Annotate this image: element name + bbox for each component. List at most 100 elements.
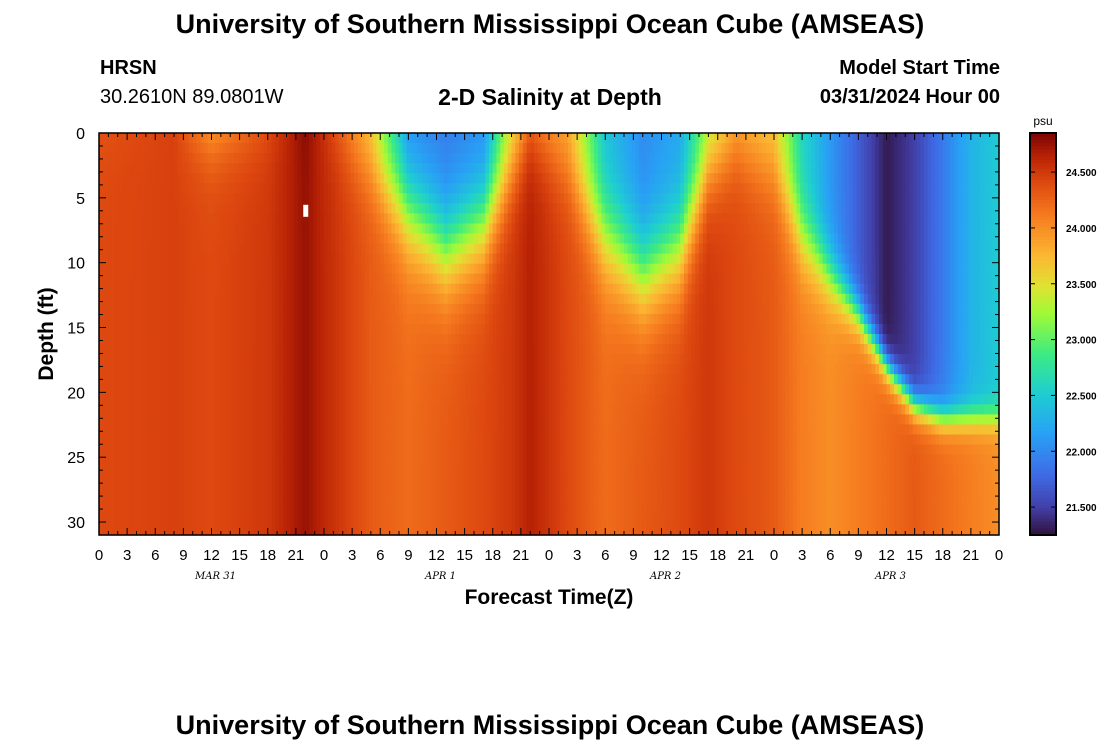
heatmap-cell <box>699 193 704 204</box>
heatmap-cell <box>380 203 385 214</box>
heatmap-cell <box>256 293 261 305</box>
heatmap-cell <box>200 243 205 255</box>
heatmap-cell <box>729 334 734 345</box>
heatmap-cell <box>462 183 468 194</box>
heatmap-cell <box>852 323 858 335</box>
heatmap-cell <box>616 233 621 245</box>
heatmap-cell <box>301 143 306 154</box>
heatmap-cell <box>811 303 816 315</box>
heatmap-cell <box>605 293 610 305</box>
heatmap-cell <box>129 323 134 335</box>
heatmap-cell <box>102 153 108 164</box>
heatmap-cell <box>196 223 201 235</box>
heatmap-cell <box>695 233 700 245</box>
heatmap-cell <box>395 253 400 265</box>
heatmap-cell <box>530 313 535 325</box>
heatmap-cell <box>155 213 160 225</box>
heatmap-cell <box>841 223 846 235</box>
heatmap-cell <box>129 283 134 295</box>
heatmap-cell <box>252 303 258 315</box>
heatmap-cell <box>867 283 873 295</box>
heatmap-cell <box>372 313 378 325</box>
heatmap-cell <box>99 253 104 265</box>
heatmap-cell <box>845 193 850 204</box>
heatmap-cell <box>357 334 363 345</box>
heatmap-cell <box>826 213 831 225</box>
heatmap-cell <box>901 223 906 235</box>
heatmap-cell <box>965 253 970 265</box>
heatmap-cell <box>672 243 678 255</box>
heatmap-cell <box>594 273 599 285</box>
heatmap-cell <box>620 153 625 164</box>
heatmap-cell <box>961 283 966 295</box>
heatmap-cell <box>174 253 179 265</box>
heatmap-cell <box>796 153 801 164</box>
heatmap-cell <box>800 313 805 325</box>
heatmap-cell <box>541 163 546 174</box>
heatmap-cell <box>931 223 936 235</box>
heatmap-cell <box>395 143 400 154</box>
heatmap-cell <box>519 193 524 204</box>
heatmap-cell <box>511 313 516 325</box>
heatmap-cell <box>676 293 681 305</box>
heatmap-cell <box>980 283 985 295</box>
heatmap-cell <box>151 293 156 305</box>
heatmap-cell <box>140 233 145 245</box>
heatmap-cell <box>376 253 381 265</box>
heatmap-cell <box>699 133 704 144</box>
heatmap-cell <box>271 173 276 184</box>
heatmap-cell <box>864 293 869 305</box>
heatmap-cell <box>672 183 678 194</box>
heatmap-cell <box>657 213 663 225</box>
heatmap-cell <box>282 183 288 194</box>
heatmap-cell <box>324 263 329 275</box>
heatmap-cell <box>421 193 426 204</box>
heatmap-cell <box>462 303 468 315</box>
heatmap-cell <box>770 273 775 285</box>
heatmap-cell <box>924 263 929 275</box>
heatmap-cell <box>136 223 141 235</box>
heatmap-cell <box>830 293 835 305</box>
heatmap-cell <box>920 183 925 194</box>
heatmap-cell <box>241 293 246 305</box>
heatmap-cell <box>335 313 340 325</box>
heatmap-cell <box>260 323 265 335</box>
heatmap-cell <box>965 263 970 275</box>
heatmap-cell <box>807 183 813 194</box>
heatmap-cell <box>571 313 576 325</box>
heatmap-cell <box>657 263 663 275</box>
heatmap-cell <box>714 213 719 225</box>
heatmap-cell <box>661 193 666 204</box>
heatmap-cell <box>744 283 749 295</box>
heatmap-cell <box>624 183 629 194</box>
heatmap-cell <box>969 283 974 295</box>
heatmap-cell <box>819 313 824 325</box>
heatmap-cell <box>905 313 910 325</box>
heatmap-cell <box>864 233 869 245</box>
heatmap-cell <box>661 223 666 235</box>
heatmap-cell <box>451 143 456 154</box>
heatmap-cell <box>211 223 216 235</box>
heatmap-cell <box>882 223 888 235</box>
heatmap-cell <box>912 173 918 184</box>
heatmap-cell <box>252 153 258 164</box>
heatmap-cell <box>414 223 419 235</box>
heatmap-cell <box>751 133 756 144</box>
heatmap-cell <box>297 223 303 235</box>
heatmap-cell <box>264 273 269 285</box>
heatmap-cell <box>286 153 291 164</box>
heatmap-cell <box>586 193 591 204</box>
heatmap-cell <box>264 223 269 235</box>
heatmap-cell <box>680 243 685 255</box>
heatmap-cell <box>357 293 363 305</box>
heatmap-cell <box>905 153 910 164</box>
heatmap-cell <box>181 323 186 335</box>
heatmap-cell <box>684 143 689 154</box>
heatmap-cell <box>706 273 711 285</box>
heatmap-cell <box>309 223 314 235</box>
heatmap-cell <box>894 253 899 265</box>
heatmap-cell <box>256 243 261 255</box>
heatmap-cell <box>331 313 336 325</box>
heatmap-cell <box>492 334 498 345</box>
heatmap-cell <box>725 253 730 265</box>
